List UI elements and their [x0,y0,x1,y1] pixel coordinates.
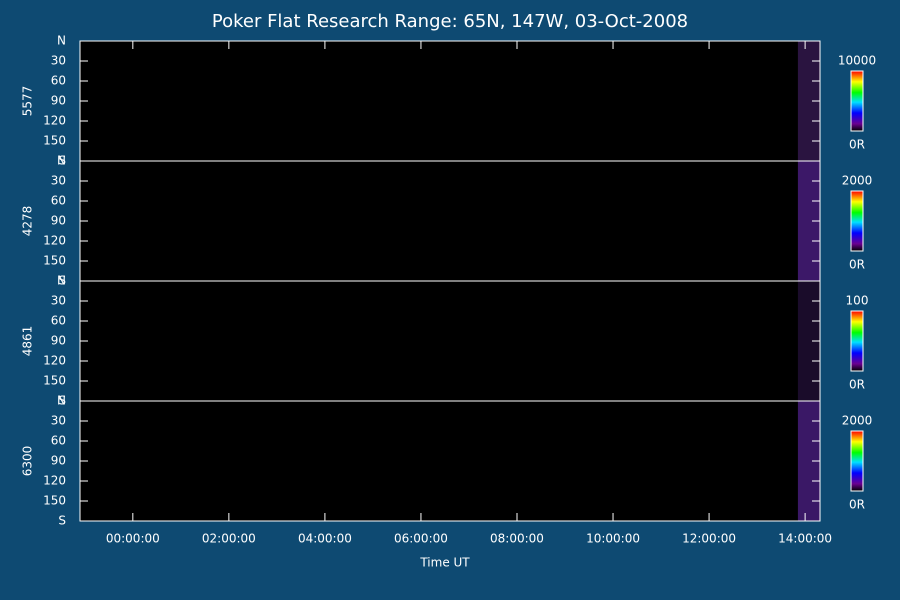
y-tick-label: 30 [51,294,66,308]
x-tick-label: 08:00:00 [490,532,544,546]
chart-title: Poker Flat Research Range: 65N, 147W, 03… [212,11,688,32]
y-tick-label: 150 [43,494,66,508]
y-axis-label: 5577 [21,86,35,117]
y-tick-label: S [58,274,66,288]
y-tick-label: S [58,154,66,168]
x-tick-label: 04:00:00 [298,532,352,546]
y-tick-label: 90 [51,334,66,348]
y-tick-label: N [57,274,66,288]
panel-frame [79,400,821,522]
y-tick-label: 120 [43,234,66,248]
y-tick-label: N [57,34,66,48]
y-axis-label: 6300 [21,446,35,477]
y-tick-label: S [58,514,66,528]
y-tick-label: 90 [51,94,66,108]
x-tick-label: 14:00:00 [778,532,832,546]
y-tick-label: 90 [51,454,66,468]
y-tick-label: 30 [51,174,66,188]
colorbar-label: 2000 [842,414,873,428]
panel-background [80,41,820,161]
colorbar [850,70,864,132]
x-axis-label: Time UT [419,556,470,570]
colorbar [850,430,864,492]
y-tick-label: 120 [43,354,66,368]
y-tick-label: 150 [43,134,66,148]
data-strip [797,281,820,401]
y-tick-label: S [58,394,66,408]
colorbar-label: 0R [849,138,865,152]
panel-background [80,401,820,521]
x-tick-label: 00:00:00 [106,532,160,546]
x-tick-label: 06:00:00 [394,532,448,546]
colorbar-label: 10000 [838,54,876,68]
y-tick-label: 30 [51,414,66,428]
panel-background [80,161,820,281]
y-tick-label: N [57,394,66,408]
colorbar [850,310,864,372]
colorbar [850,190,864,252]
x-tick-label: 10:00:00 [586,532,640,546]
colorbar-label: 100 [846,294,869,308]
y-axis-label: 4278 [21,206,35,237]
y-tick-label: 120 [43,114,66,128]
y-tick-label: 150 [43,254,66,268]
y-tick-label: 60 [51,314,66,328]
x-tick-label: 02:00:00 [202,532,256,546]
x-tick-label: 12:00:00 [682,532,736,546]
y-tick-label: 60 [51,74,66,88]
y-tick-label: 30 [51,54,66,68]
colorbar-label: 0R [849,378,865,392]
colorbar-label: 0R [849,498,865,512]
data-strip [797,401,820,521]
y-tick-label: N [57,154,66,168]
y-tick-label: 60 [51,434,66,448]
y-tick-label: 90 [51,214,66,228]
y-tick-label: 150 [43,374,66,388]
panel-background [80,281,820,401]
y-tick-label: 60 [51,194,66,208]
data-strip [797,41,820,161]
colorbar-label: 2000 [842,174,873,188]
data-strip [797,161,820,281]
y-axis-label: 4861 [21,326,35,357]
y-tick-label: 120 [43,474,66,488]
colorbar-label: 0R [849,258,865,272]
